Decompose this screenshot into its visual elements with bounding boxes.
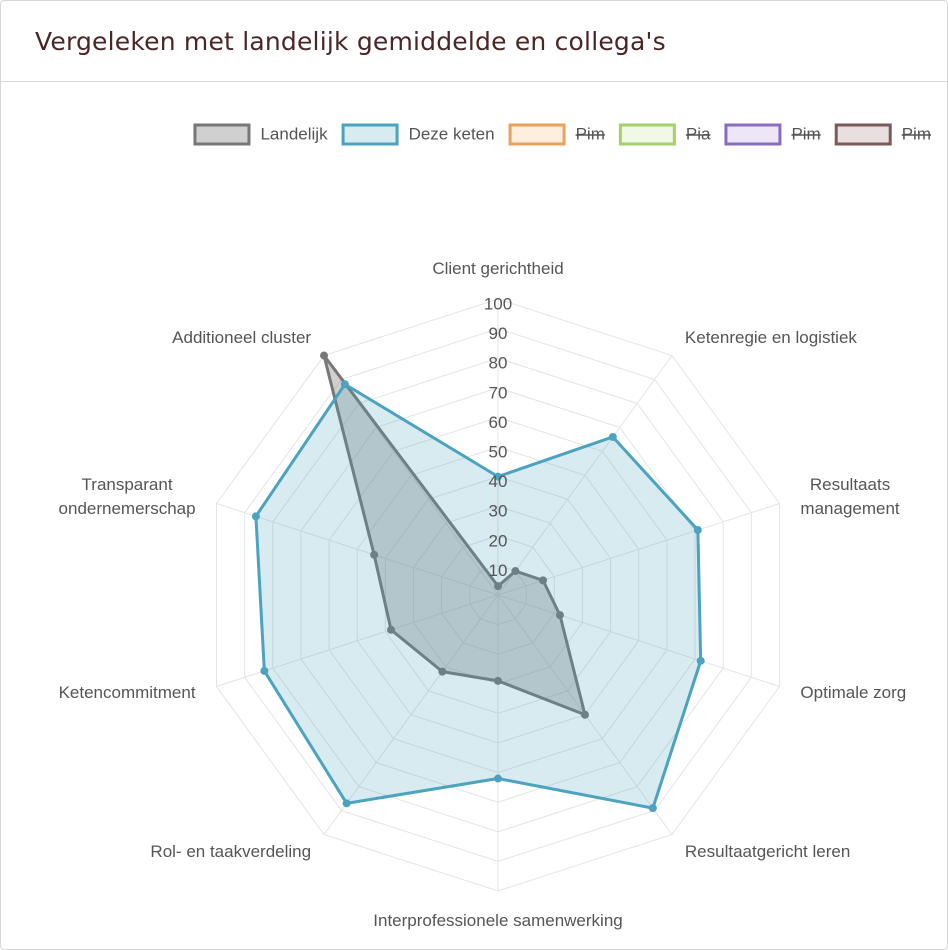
data-point (251, 512, 260, 521)
axis-label: Ketencommitment (58, 683, 196, 703)
data-point (608, 432, 617, 441)
data-point (494, 582, 502, 591)
axis-label: Transparant ondernemerschap (58, 474, 196, 518)
r-tick-label: 50 (489, 442, 508, 461)
axis-label: Resultaatgericht leren (684, 842, 851, 862)
r-tick-label: 40 (489, 472, 508, 491)
data-point (342, 799, 351, 808)
data-point (387, 625, 396, 634)
r-tick-label: 100 (484, 294, 512, 313)
legend-label: Pim (902, 124, 931, 143)
data-point (438, 667, 447, 676)
r-tick-label: 80 (489, 354, 508, 373)
data-point (340, 380, 349, 389)
legend-label: Pia (686, 124, 711, 143)
legend-swatch (508, 123, 566, 146)
data-point (494, 774, 502, 783)
data-point (260, 666, 269, 675)
axis-label: Resultaats management (800, 474, 900, 518)
data-point (648, 804, 657, 813)
legend-swatch (724, 123, 782, 146)
legend-label: Deze keten (409, 124, 495, 143)
legend-label: Pim (791, 124, 820, 143)
axis-label: Interprofessionele samenwerking (373, 911, 623, 930)
data-point (580, 710, 589, 719)
r-tick-label: 70 (489, 383, 508, 402)
data-point (696, 656, 705, 665)
r-tick-label: 60 (489, 413, 508, 432)
spoke (216, 503, 499, 596)
r-tick-label: 90 (489, 324, 508, 343)
legend: Landelijk Deze keten Pim Pia Pim Pim (193, 123, 931, 146)
card-header: Vergeleken met landelijk gemiddelde en c… (1, 1, 947, 82)
r-tick-label: 20 (489, 531, 508, 550)
axis-label: Ketenregie en logistiek (684, 327, 857, 347)
legend-swatch (193, 123, 251, 146)
r-tick-label: 10 (489, 561, 508, 580)
data-point (539, 576, 548, 585)
data-point (494, 472, 502, 481)
axis-label: Rol- en taakverdeling (150, 842, 312, 862)
title: Vergeleken met landelijk gemiddelde en c… (35, 27, 666, 56)
data-point (320, 351, 329, 360)
legend-label: Landelijk (260, 124, 328, 143)
data-point (555, 611, 564, 620)
legend-label: Pim (576, 124, 605, 143)
legend-swatch (341, 123, 399, 146)
legend-swatch (834, 123, 892, 146)
r-tick-label: 30 (489, 502, 508, 521)
data-point (494, 676, 502, 685)
spoke (497, 355, 673, 596)
data-point (370, 550, 379, 559)
axis-label: Optimale zorg (800, 683, 907, 703)
data-point (693, 526, 702, 535)
axis-label: Client gerichtheid (432, 259, 564, 278)
spoke (323, 594, 499, 835)
legend-swatch (618, 123, 676, 146)
data-point (511, 567, 520, 576)
series-area (254, 382, 703, 810)
axis-label: Additioneel cluster (172, 327, 312, 347)
spoke (497, 594, 780, 687)
